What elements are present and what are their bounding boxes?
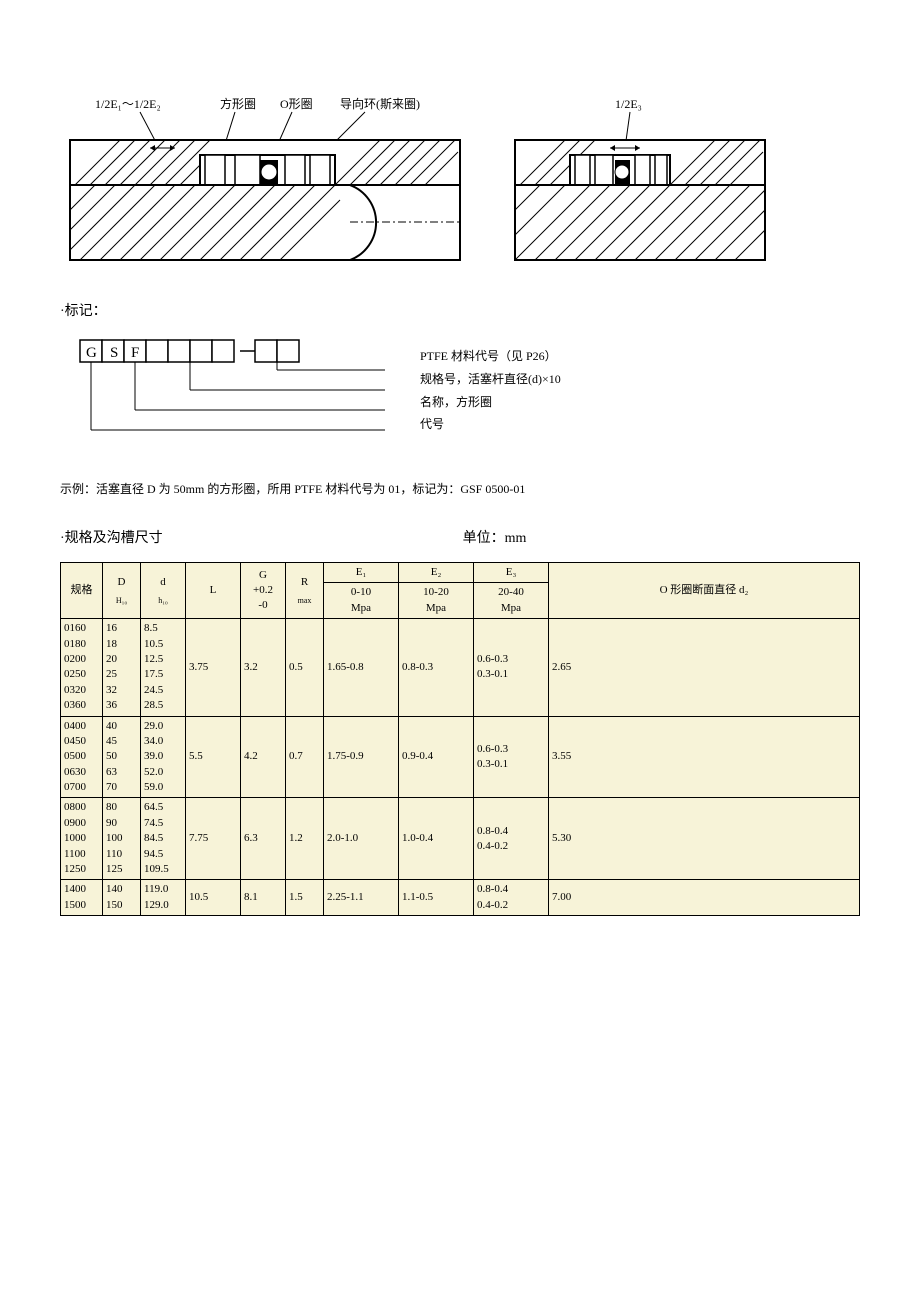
dim-title: ·规格及沟槽尺寸 <box>60 527 163 547</box>
cross-section-diagrams: 1/2E₁～1/2E₂ 方形圈 O形圈 导向环(斯来圈) <box>60 90 860 270</box>
cell-E3: 0.8-0.4 0.4-0.2 <box>474 798 549 880</box>
cell-spec: 0800 0900 1000 1100 1250 <box>61 798 103 880</box>
diagram-left-svg: 1/2E₁～1/2E₂ 方形圈 O形圈 导向环(斯来圈) <box>60 90 470 270</box>
spec-thead: 规格 DH₁₀ dh₁₀ L G+0.2 -0 Rmax E₁ E₂ E₃ O … <box>61 563 860 619</box>
th-E3-sub: 20-40 Mpa <box>474 583 549 619</box>
cell-E1: 2.0-1.0 <box>324 798 399 880</box>
cell-d: 119.0 129.0 <box>141 880 186 916</box>
svg-text:S: S <box>110 345 118 361</box>
cell-R: 1.5 <box>286 880 324 916</box>
cell-E3: 0.6-0.3 0.3-0.1 <box>474 619 549 716</box>
cell-O: 7.00 <box>549 880 860 916</box>
cell-L: 7.75 <box>186 798 241 880</box>
cell-R: 1.2 <box>286 798 324 880</box>
cell-E3: 0.6-0.3 0.3-0.1 <box>474 716 549 798</box>
cell-D: 140 150 <box>103 880 141 916</box>
marking-title: ·标记： <box>60 300 860 320</box>
marking-row: G S F PTFE 材料代号（见 P26） 规格号，活塞杆直径(d)×10 名… <box>60 335 860 455</box>
cell-d: 29.0 34.0 39.0 52.0 59.0 <box>141 716 186 798</box>
table-row: 0160 0180 0200 0250 0320 036016 18 20 25… <box>61 619 860 716</box>
cell-R: 0.5 <box>286 619 324 716</box>
dim-header: ·规格及沟槽尺寸 单位：mm <box>60 527 860 547</box>
cell-E2: 1.0-0.4 <box>399 798 474 880</box>
example-text: 示例：活塞直径 D 为 50mm 的方形圈，所用 PTFE 材料代号为 01，标… <box>60 480 860 497</box>
table-row: 1400 1500140 150119.0 129.010.58.11.52.2… <box>61 880 860 916</box>
marking-line-3: 名称，方形圈 <box>420 391 561 414</box>
th-D: DH₁₀ <box>103 563 141 619</box>
cell-G: 8.1 <box>241 880 286 916</box>
label-square-ring: 方形圈 <box>220 96 256 111</box>
cell-G: 3.2 <box>241 619 286 716</box>
cell-E1: 1.65-0.8 <box>324 619 399 716</box>
cell-O: 2.65 <box>549 619 860 716</box>
th-d: dh₁₀ <box>141 563 186 619</box>
marking-diagram: G S F <box>60 335 390 455</box>
cell-G: 6.3 <box>241 798 286 880</box>
label-o-ring: O形圈 <box>280 97 313 111</box>
spec-tbody: 0160 0180 0200 0250 0320 036016 18 20 25… <box>61 619 860 916</box>
label-guide-ring: 导向环(斯来圈) <box>340 96 420 111</box>
cell-R: 0.7 <box>286 716 324 798</box>
th-E1-sub: 0-10 Mpa <box>324 583 399 619</box>
table-row: 0800 0900 1000 1100 125080 90 100 110 12… <box>61 798 860 880</box>
cell-L: 3.75 <box>186 619 241 716</box>
cell-E2: 1.1-0.5 <box>399 880 474 916</box>
label-e3: 1/2E₃ <box>615 97 642 111</box>
cell-G: 4.2 <box>241 716 286 798</box>
cell-E3: 0.8-0.4 0.4-0.2 <box>474 880 549 916</box>
marking-legend: PTFE 材料代号（见 P26） 规格号，活塞杆直径(d)×10 名称，方形圈 … <box>420 335 561 436</box>
dim-unit: 单位：mm <box>463 527 527 547</box>
th-E1: E₁ <box>324 563 399 583</box>
svg-text:F: F <box>131 345 139 361</box>
cell-O: 3.55 <box>549 716 860 798</box>
cell-D: 80 90 100 110 125 <box>103 798 141 880</box>
cell-E2: 0.9-0.4 <box>399 716 474 798</box>
cell-E2: 0.8-0.3 <box>399 619 474 716</box>
cell-d: 8.5 10.5 12.5 17.5 24.5 28.5 <box>141 619 186 716</box>
diagram-right-svg: 1/2E₃ <box>510 90 770 270</box>
svg-text:G: G <box>86 345 97 361</box>
cell-O: 5.30 <box>549 798 860 880</box>
cell-spec: 1400 1500 <box>61 880 103 916</box>
marking-line-1: PTFE 材料代号（见 P26） <box>420 345 561 368</box>
th-R: Rmax <box>286 563 324 619</box>
marking-line-4: 代号 <box>420 413 561 436</box>
cell-d: 64.5 74.5 84.5 94.5 109.5 <box>141 798 186 880</box>
cell-D: 40 45 50 63 70 <box>103 716 141 798</box>
diagram-left: 1/2E₁～1/2E₂ 方形圈 O形圈 导向环(斯来圈) <box>60 90 470 270</box>
th-E2: E₂ <box>399 563 474 583</box>
marking-line-2: 规格号，活塞杆直径(d)×10 <box>420 368 561 391</box>
diagram-right: 1/2E₃ <box>510 90 770 270</box>
cell-E1: 2.25-1.1 <box>324 880 399 916</box>
cell-spec: 0160 0180 0200 0250 0320 0360 <box>61 619 103 716</box>
th-spec: 规格 <box>61 563 103 619</box>
label-e12: 1/2E₁～1/2E₂ <box>95 97 161 111</box>
cell-L: 5.5 <box>186 716 241 798</box>
cell-L: 10.5 <box>186 880 241 916</box>
cell-E1: 1.75-0.9 <box>324 716 399 798</box>
table-row: 0400 0450 0500 0630 070040 45 50 63 7029… <box>61 716 860 798</box>
th-L: L <box>186 563 241 619</box>
spec-table: 规格 DH₁₀ dh₁₀ L G+0.2 -0 Rmax E₁ E₂ E₃ O … <box>60 562 860 916</box>
th-E3: E₃ <box>474 563 549 583</box>
cell-D: 16 18 20 25 32 36 <box>103 619 141 716</box>
th-G: G+0.2 -0 <box>241 563 286 619</box>
th-E2-sub: 10-20 Mpa <box>399 583 474 619</box>
th-O: O 形圈断面直径 d₂ <box>549 563 860 619</box>
cell-spec: 0400 0450 0500 0630 0700 <box>61 716 103 798</box>
